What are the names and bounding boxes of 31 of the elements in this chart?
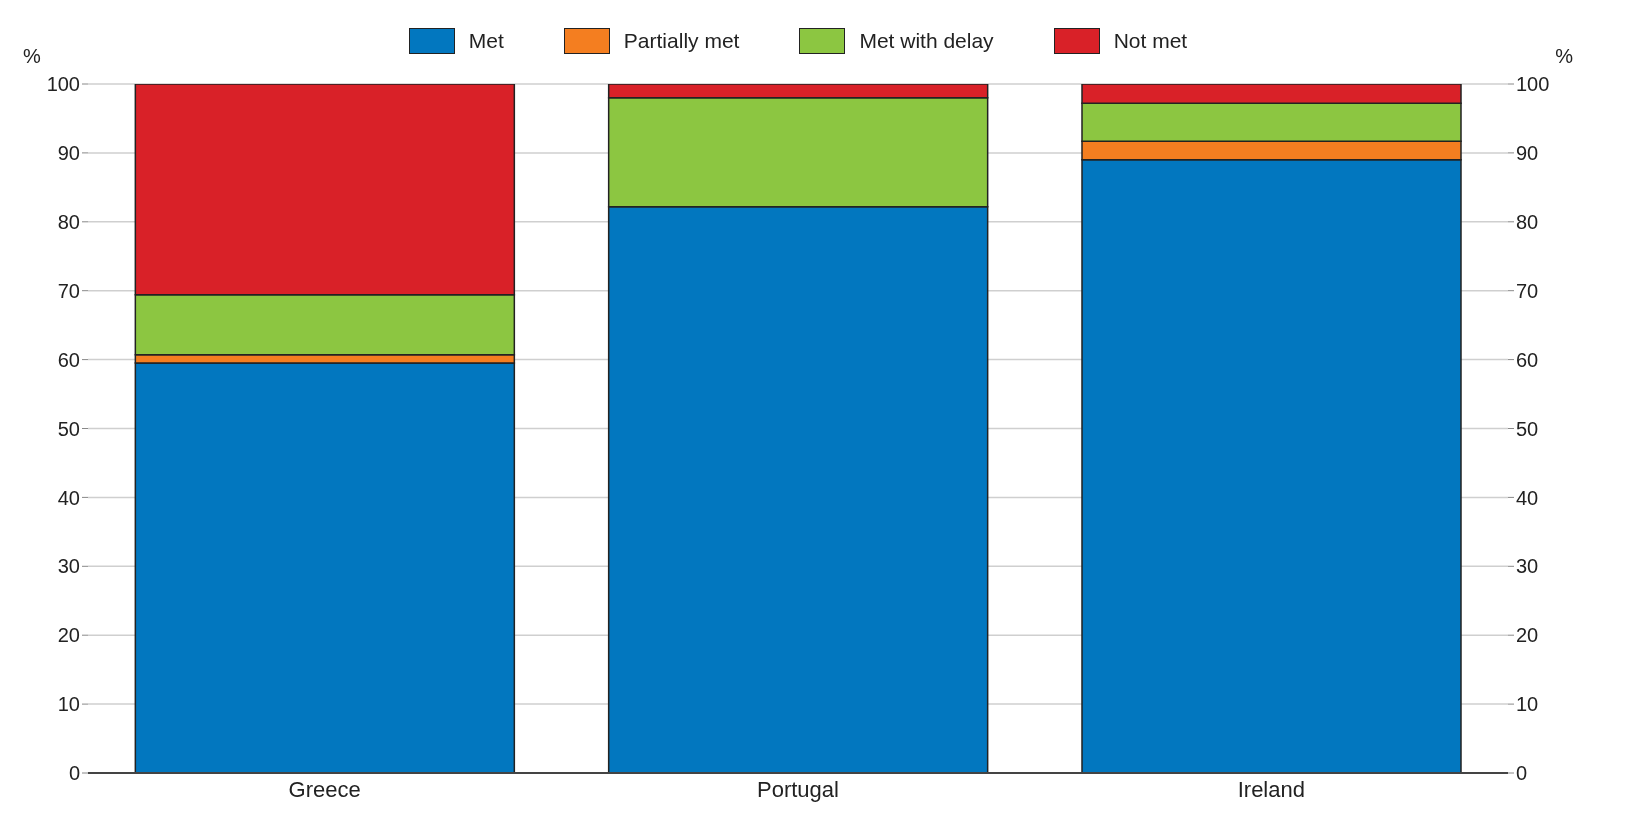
y2-tick-label: 70 <box>1516 279 1539 302</box>
y-tick-label: 60 <box>57 348 80 371</box>
y2-tick-label: 100 <box>1516 73 1550 96</box>
y-axis-title: % <box>23 45 41 68</box>
y-tick-label: 80 <box>57 210 80 233</box>
y-tick-label: 50 <box>57 417 80 440</box>
y2-tick-label: 10 <box>1516 693 1539 716</box>
y2-tick-label: 20 <box>1516 624 1539 647</box>
y-tick-label: 90 <box>57 142 80 164</box>
y-tick-label: 10 <box>57 693 80 716</box>
y2-tick-label: 40 <box>1516 486 1539 509</box>
legend-label: Met with delay <box>859 29 994 53</box>
y-tick-label: 20 <box>57 624 80 647</box>
x-tick-label: Greece <box>288 776 361 802</box>
x-tick-label: Ireland <box>1237 776 1305 802</box>
y2-tick-label: 60 <box>1516 348 1539 371</box>
legend-label: Not met <box>1113 29 1188 53</box>
y-tick-label: 40 <box>57 486 80 509</box>
y-tick-label: 100 <box>46 73 80 96</box>
y-tick-label: 70 <box>57 279 80 302</box>
y2-tick-label: 90 <box>1516 142 1539 164</box>
legend-label: Met <box>468 29 504 53</box>
legend-label: Partially met <box>623 29 740 53</box>
y-tick-label: 30 <box>57 555 80 578</box>
y2-tick-label: 50 <box>1516 417 1539 440</box>
y2-tick-label: 80 <box>1516 210 1539 233</box>
y2-axis-title: % <box>1555 45 1574 68</box>
y2-tick-label: 0 <box>1516 762 1528 785</box>
x-tick-label: Portugal <box>757 776 839 802</box>
y-tick-label: 0 <box>68 762 80 785</box>
y2-tick-label: 30 <box>1516 555 1539 578</box>
